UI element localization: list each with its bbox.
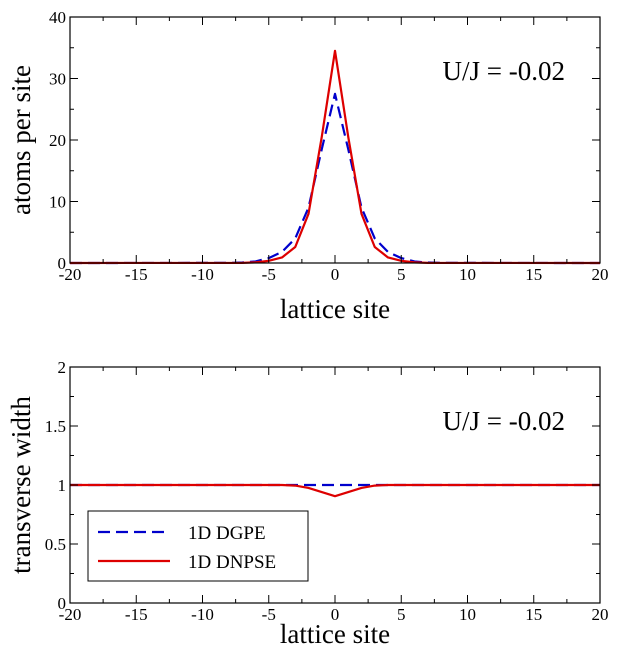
x-tick-label: 0: [331, 265, 340, 284]
y-tick-label: 2: [58, 358, 67, 377]
series-line-2: [69, 49, 601, 265]
x-tick-label: -15: [125, 265, 148, 284]
x-tick-label: -20: [59, 605, 82, 624]
y-axis-title: transverse width: [6, 396, 36, 574]
x-tick-label: 15: [525, 605, 542, 624]
legend-label-2: 1D DNPSE: [188, 552, 276, 573]
legend-label-1: 1D DGPE: [188, 523, 266, 544]
x-axis-title: lattice site: [280, 294, 390, 324]
x-tick-label: 15: [525, 265, 542, 284]
x-tick-label: 5: [397, 265, 406, 284]
x-tick-label: -20: [59, 265, 82, 284]
x-tick-label: -15: [125, 605, 148, 624]
y-tick-label: 0: [58, 594, 67, 613]
y-tick-label: 1.5: [45, 417, 66, 436]
x-tick-label: -10: [191, 605, 214, 624]
y-tick-label: 1: [58, 476, 67, 495]
chart-panel-2: -20 -15 -10 -5 0 5 10 15 20 0 0.5 1 1.5 2 lattice site…: [6, 358, 609, 649]
y-tick-label: 0: [58, 254, 67, 273]
x-tick-label: 0: [331, 605, 340, 624]
y-axis-title: atoms per site: [6, 65, 36, 215]
annotation-label: U/J = -0.02: [443, 56, 565, 86]
x-tick-label: 10: [459, 265, 476, 284]
x-axis-title: lattice site: [280, 619, 390, 649]
x-tick-label: 20: [592, 605, 609, 624]
y-tick-label: 20: [49, 131, 66, 150]
x-tick-label: 10: [459, 605, 476, 624]
legend-box: [87, 510, 309, 582]
y-tick-label: 10: [49, 193, 66, 212]
series-line-1: [69, 92, 601, 265]
x-tick-label: 20: [592, 265, 609, 284]
y-tick-label: 0.5: [45, 535, 66, 554]
annotation-label: U/J = -0.02: [443, 406, 565, 436]
y-tick-label: 30: [49, 70, 66, 89]
x-tick-label: -5: [262, 265, 276, 284]
y-tick-label: 40: [49, 8, 66, 27]
x-tick-label: -10: [191, 265, 214, 284]
chart-panel-1: -20 -15 -10 -5 0 5 10 15 20 0 10 20 30 40 lattice site…: [6, 8, 609, 324]
x-tick-label: 5: [397, 605, 406, 624]
x-tick-label: -5: [262, 605, 276, 624]
series-line-2: [70, 483, 600, 498]
